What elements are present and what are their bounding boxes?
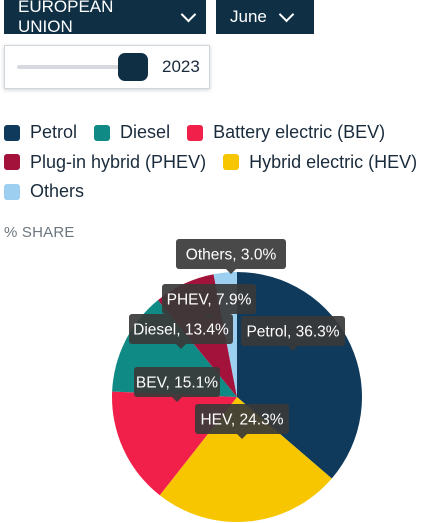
legend-item-hev[interactable]: Hybrid electric (HEV) — [223, 148, 417, 178]
svg-text:HEV, 24.3%: HEV, 24.3% — [200, 412, 283, 429]
legend-swatch-others — [4, 183, 20, 200]
month-dropdown[interactable]: June — [216, 0, 314, 34]
svg-text:PHEV, 7.9%: PHEV, 7.9% — [167, 292, 252, 309]
legend-swatch-petrol — [4, 124, 20, 141]
svg-text:BEV, 15.1%: BEV, 15.1% — [136, 375, 218, 392]
unit-label: % SHARE — [4, 224, 75, 241]
legend-label-diesel: Diesel — [120, 122, 171, 142]
legend-item-phev[interactable]: Plug-in hybrid (PHEV) — [4, 148, 206, 178]
legend-label-petrol: Petrol — [30, 122, 78, 142]
data-labels: Petrol, 36.3% HEV, 24.3% BEV, 15.1% Diesel,… — [129, 239, 345, 439]
legend-label-others: Others — [30, 181, 85, 201]
region-dropdown[interactable]: EUROPEAN UNION — [4, 0, 206, 36]
svg-text:Diesel, 13.4%: Diesel, 13.4% — [133, 322, 229, 339]
data-label-others: Others, 3.0% — [176, 239, 286, 274]
legend-item-others[interactable]: Others — [4, 177, 84, 207]
data-label-diesel: Diesel, 13.4% — [129, 314, 233, 349]
month-dropdown-label: June — [230, 7, 267, 26]
data-label-bev: BEV, 15.1% — [134, 367, 220, 402]
legend-label-hev: Hybrid electric (HEV) — [249, 151, 418, 172]
svg-text:Others, 3.0%: Others, 3.0% — [186, 247, 277, 264]
region-dropdown-label: EUROPEAN UNION — [18, 0, 114, 36]
legend-swatch-hev — [223, 154, 240, 171]
chart-legend: Petrol Diesel Battery electric (BEV) Plu… — [4, 118, 430, 207]
legend-row: Petrol Diesel Battery electric (BEV) — [4, 118, 430, 148]
legend-row: Others — [4, 177, 430, 207]
data-label-phev: PHEV, 7.9% — [162, 284, 256, 319]
pie-slice-hev[interactable] — [159, 397, 332, 522]
legend-swatch-diesel — [94, 124, 111, 141]
svg-text:Petrol, 36.3%: Petrol, 36.3% — [246, 324, 339, 341]
data-label-petrol: Petrol, 36.3% — [241, 316, 345, 351]
legend-row: Plug-in hybrid (PHEV) Hybrid electric (H… — [4, 148, 430, 178]
data-label-hev: HEV, 24.3% — [195, 404, 289, 439]
legend-swatch-bev — [187, 124, 204, 141]
year-slider-track[interactable] — [17, 65, 127, 69]
legend-item-diesel[interactable]: Diesel — [94, 118, 170, 148]
legend-swatch-phev — [4, 154, 20, 171]
year-slider-thumb[interactable] — [118, 53, 148, 81]
year-slider: 2023 — [4, 45, 210, 89]
year-slider-value: 2023 — [162, 57, 200, 76]
legend-item-bev[interactable]: Battery electric (BEV) — [187, 118, 385, 148]
legend-label-bev: Battery electric (BEV) — [213, 122, 386, 142]
legend-item-petrol[interactable]: Petrol — [4, 118, 77, 148]
legend-label-phev: Plug-in hybrid (PHEV) — [30, 151, 207, 172]
